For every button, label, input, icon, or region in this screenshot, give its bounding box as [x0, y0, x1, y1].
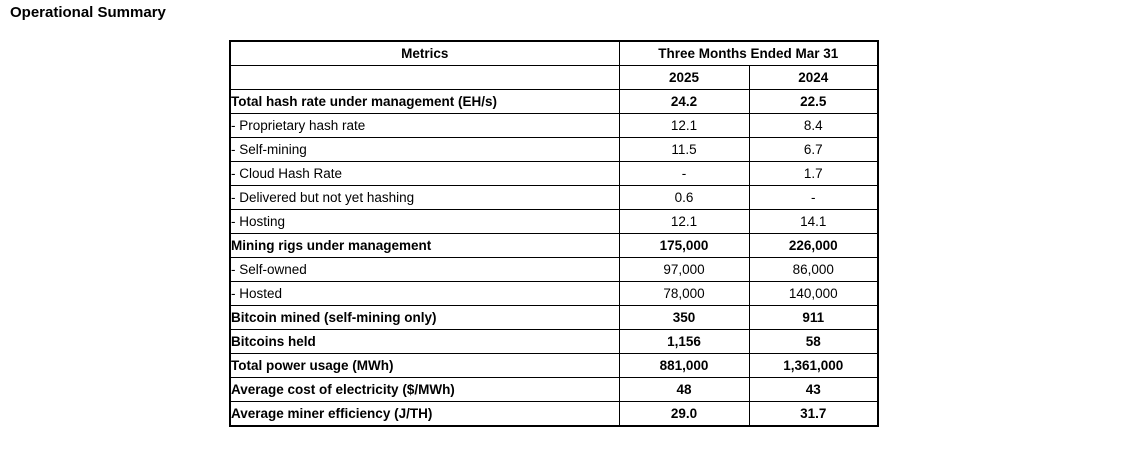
value-2024: 140,000 [748, 281, 879, 306]
value-2024: 1,361,000 [748, 353, 879, 378]
value-2024: 43 [748, 377, 879, 402]
table-subheader-row: 2025 2024 [229, 65, 879, 90]
table-row: - Cloud Hash Rate - 1.7 [229, 161, 879, 186]
value-2025: 12.1 [618, 113, 750, 138]
table-row: - Self-owned 97,000 86,000 [229, 257, 879, 282]
value-2024: - [748, 185, 879, 210]
table-row: Bitcoin mined (self-mining only) 350 911 [229, 305, 879, 330]
value-2024: 58 [748, 329, 879, 354]
metric-label: - Hosted [229, 281, 620, 306]
metric-label: Total hash rate under management (EH/s) [229, 89, 620, 114]
metric-label: - Hosting [229, 209, 620, 234]
value-2024: 226,000 [748, 233, 879, 258]
table-row: Bitcoins held 1,156 58 [229, 329, 879, 354]
value-2025: 881,000 [618, 353, 750, 378]
value-2024: 14.1 [748, 209, 879, 234]
value-2025: 11.5 [618, 137, 750, 162]
table-row: Average miner efficiency (J/TH) 29.0 31.… [229, 401, 879, 427]
value-2024: 1.7 [748, 161, 879, 186]
value-2024: 86,000 [748, 257, 879, 282]
value-2024: 31.7 [748, 401, 879, 427]
value-2025: 48 [618, 377, 750, 402]
value-2025: - [618, 161, 750, 186]
metric-label: - Proprietary hash rate [229, 113, 620, 138]
value-2025: 97,000 [618, 257, 750, 282]
value-2025: 29.0 [618, 401, 750, 427]
value-2025: 24.2 [618, 89, 750, 114]
table-row: - Hosted 78,000 140,000 [229, 281, 879, 306]
metric-label: Average miner efficiency (J/TH) [229, 401, 620, 427]
value-2025: 78,000 [618, 281, 750, 306]
table-row: - Proprietary hash rate 12.1 8.4 [229, 113, 879, 138]
table-header-row: Metrics Three Months Ended Mar 31 [229, 40, 879, 66]
table-row: Total power usage (MWh) 881,000 1,361,00… [229, 353, 879, 378]
value-2025: 12.1 [618, 209, 750, 234]
table-row: Mining rigs under management 175,000 226… [229, 233, 879, 258]
metric-label: Bitcoin mined (self-mining only) [229, 305, 620, 330]
value-2025: 175,000 [618, 233, 750, 258]
metrics-column-header: Metrics [229, 40, 620, 66]
operational-summary-table: Metrics Three Months Ended Mar 31 2025 2… [229, 40, 879, 427]
value-2024: 6.7 [748, 137, 879, 162]
metric-label: - Self-mining [229, 137, 620, 162]
value-2025: 0.6 [618, 185, 750, 210]
value-2025: 350 [618, 305, 750, 330]
metric-label: - Cloud Hash Rate [229, 161, 620, 186]
metric-label: Mining rigs under management [229, 233, 620, 258]
metric-label: Bitcoins held [229, 329, 620, 354]
table-row: Average cost of electricity ($/MWh) 48 4… [229, 377, 879, 402]
table-row: Total hash rate under management (EH/s) … [229, 89, 879, 114]
blank-header-cell [229, 65, 620, 90]
table-row: - Hosting 12.1 14.1 [229, 209, 879, 234]
value-2024: 8.4 [748, 113, 879, 138]
period-column-header: Three Months Ended Mar 31 [618, 40, 879, 66]
metric-label: - Self-owned [229, 257, 620, 282]
value-2025: 1,156 [618, 329, 750, 354]
table-row: - Self-mining 11.5 6.7 [229, 137, 879, 162]
metric-label: Total power usage (MWh) [229, 353, 620, 378]
table-row: - Delivered but not yet hashing 0.6 - [229, 185, 879, 210]
metric-label: - Delivered but not yet hashing [229, 185, 620, 210]
value-2024: 911 [748, 305, 879, 330]
year-2024-header: 2024 [748, 65, 879, 90]
value-2024: 22.5 [748, 89, 879, 114]
metric-label: Average cost of electricity ($/MWh) [229, 377, 620, 402]
year-2025-header: 2025 [618, 65, 750, 90]
page-title: Operational Summary [10, 4, 166, 21]
